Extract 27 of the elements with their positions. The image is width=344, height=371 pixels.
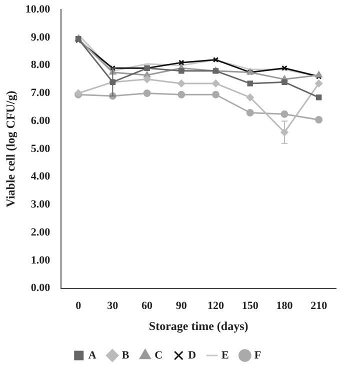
legend-label: B	[122, 349, 130, 362]
x-tick-label: 60	[142, 300, 154, 312]
x-tick-label: 150	[242, 300, 259, 312]
y-tick-label: 4.00	[30, 170, 51, 183]
y-tick-label: 6.00	[30, 114, 51, 127]
legend-label: F	[254, 349, 262, 362]
x-tick-label: 30	[107, 300, 119, 312]
x-tick-label: 120	[208, 300, 225, 312]
legend-label: C	[154, 349, 163, 362]
y-tick-label: 0.00	[30, 282, 51, 294]
x-axis-title: Storage time (days)	[148, 318, 248, 333]
y-tick-label: 3.00	[30, 198, 51, 211]
legend-label: A	[88, 349, 96, 362]
y-tick-label: 7.00	[30, 87, 51, 100]
x-tick-label: 0	[76, 300, 82, 312]
y-tick-label: 2.00	[30, 226, 51, 238]
legend-label: D	[188, 349, 196, 362]
y-tick-label: 1.00	[30, 254, 51, 266]
y-axis-title: Viable cell (log CFU/g)	[3, 90, 18, 208]
y-tick-label: 9.00	[30, 31, 51, 44]
x-tick-label: 180	[276, 300, 294, 312]
y-tick-label: 10.00	[25, 3, 51, 16]
y-tick-label: 5.00	[30, 142, 51, 155]
y-tick-label: 8.00	[30, 59, 51, 72]
legend-label: E	[222, 349, 229, 362]
x-tick-label: 90	[176, 300, 188, 312]
x-tick-label: 210	[310, 300, 328, 312]
